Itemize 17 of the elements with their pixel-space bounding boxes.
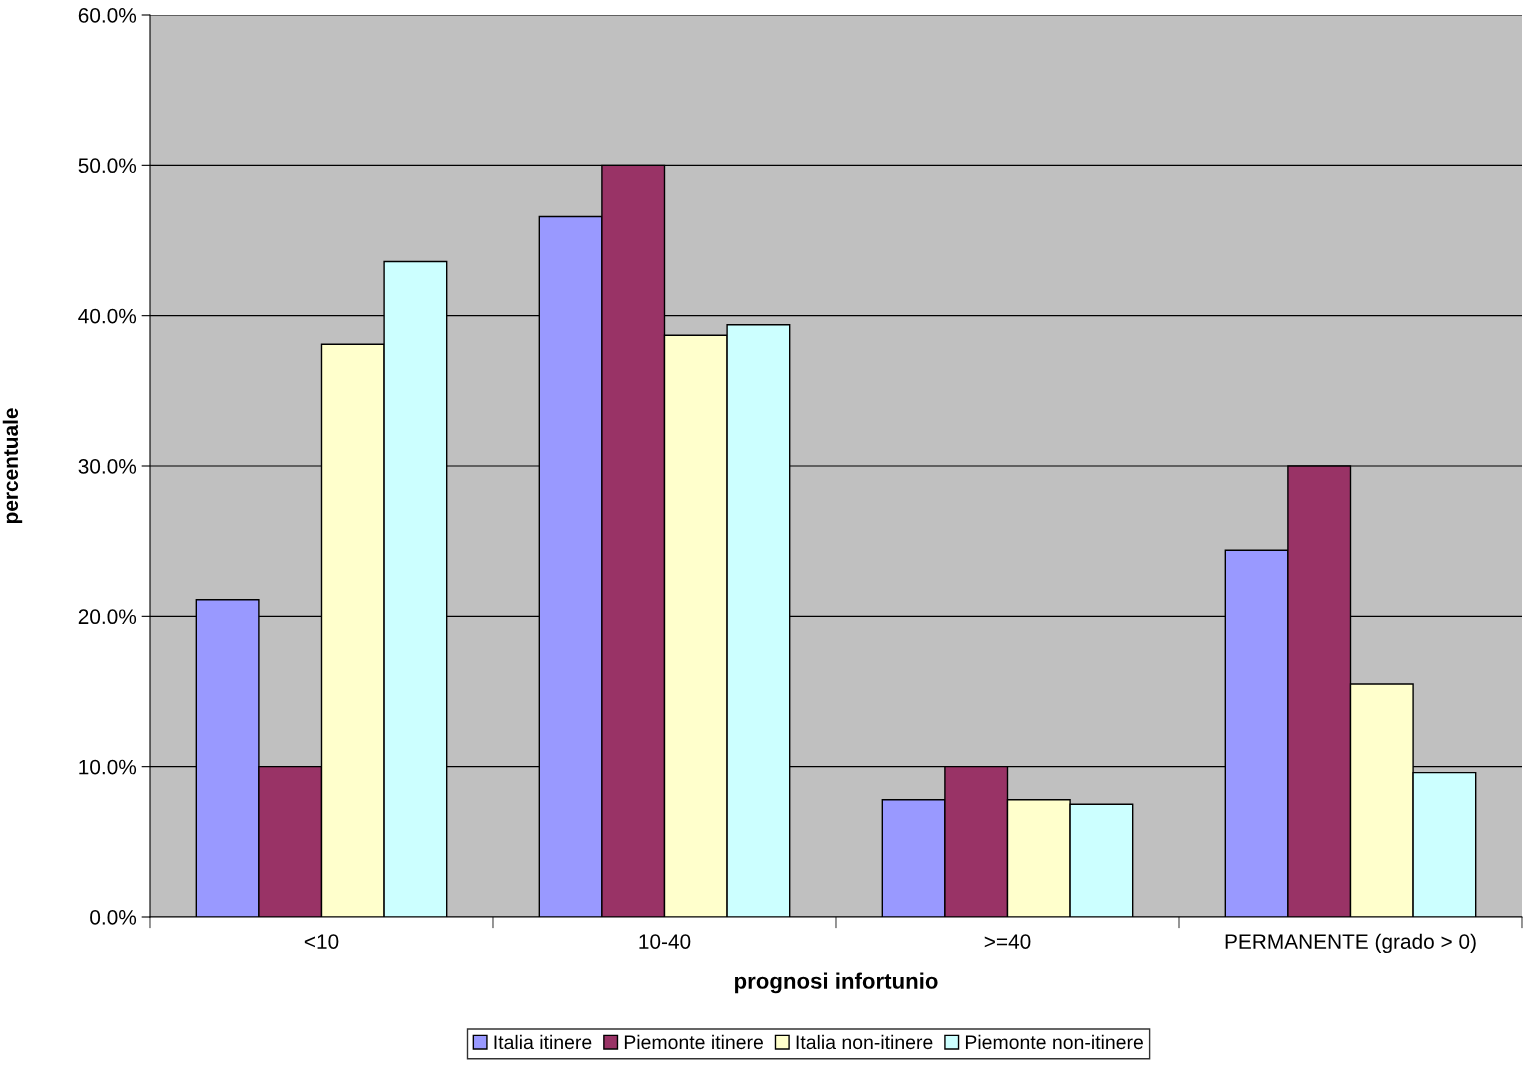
x-tick-label: PERMANENTE (grado > 0) — [1225, 933, 1476, 954]
x-tick-label: <10 — [304, 934, 339, 949]
x-tick-label: 10-40 — [639, 934, 691, 949]
y-tick-label: 10.0% — [79, 759, 137, 775]
y-axis-title: percentuale — [2, 408, 23, 524]
y-tick-label: 50.0% — [78, 158, 137, 174]
legend-label: Piemonte itinere — [624, 1034, 763, 1050]
y-tick-label: 20.0% — [78, 609, 137, 625]
x-axis-title: prognosi infortunio — [735, 972, 938, 994]
y-tick-label: 0.0% — [90, 910, 137, 925]
y-tick-label: 60.0% — [78, 8, 137, 23]
y-tick-label: 30.0% — [78, 459, 137, 474]
legend-label: Italia non-itinere — [796, 1034, 933, 1050]
legend-label: Piemonte non-itinere — [965, 1034, 1143, 1050]
legend-label: Italia itinere — [494, 1034, 592, 1050]
y-tick-label: 40.0% — [78, 308, 137, 324]
x-tick-label: >=40 — [984, 934, 1031, 949]
